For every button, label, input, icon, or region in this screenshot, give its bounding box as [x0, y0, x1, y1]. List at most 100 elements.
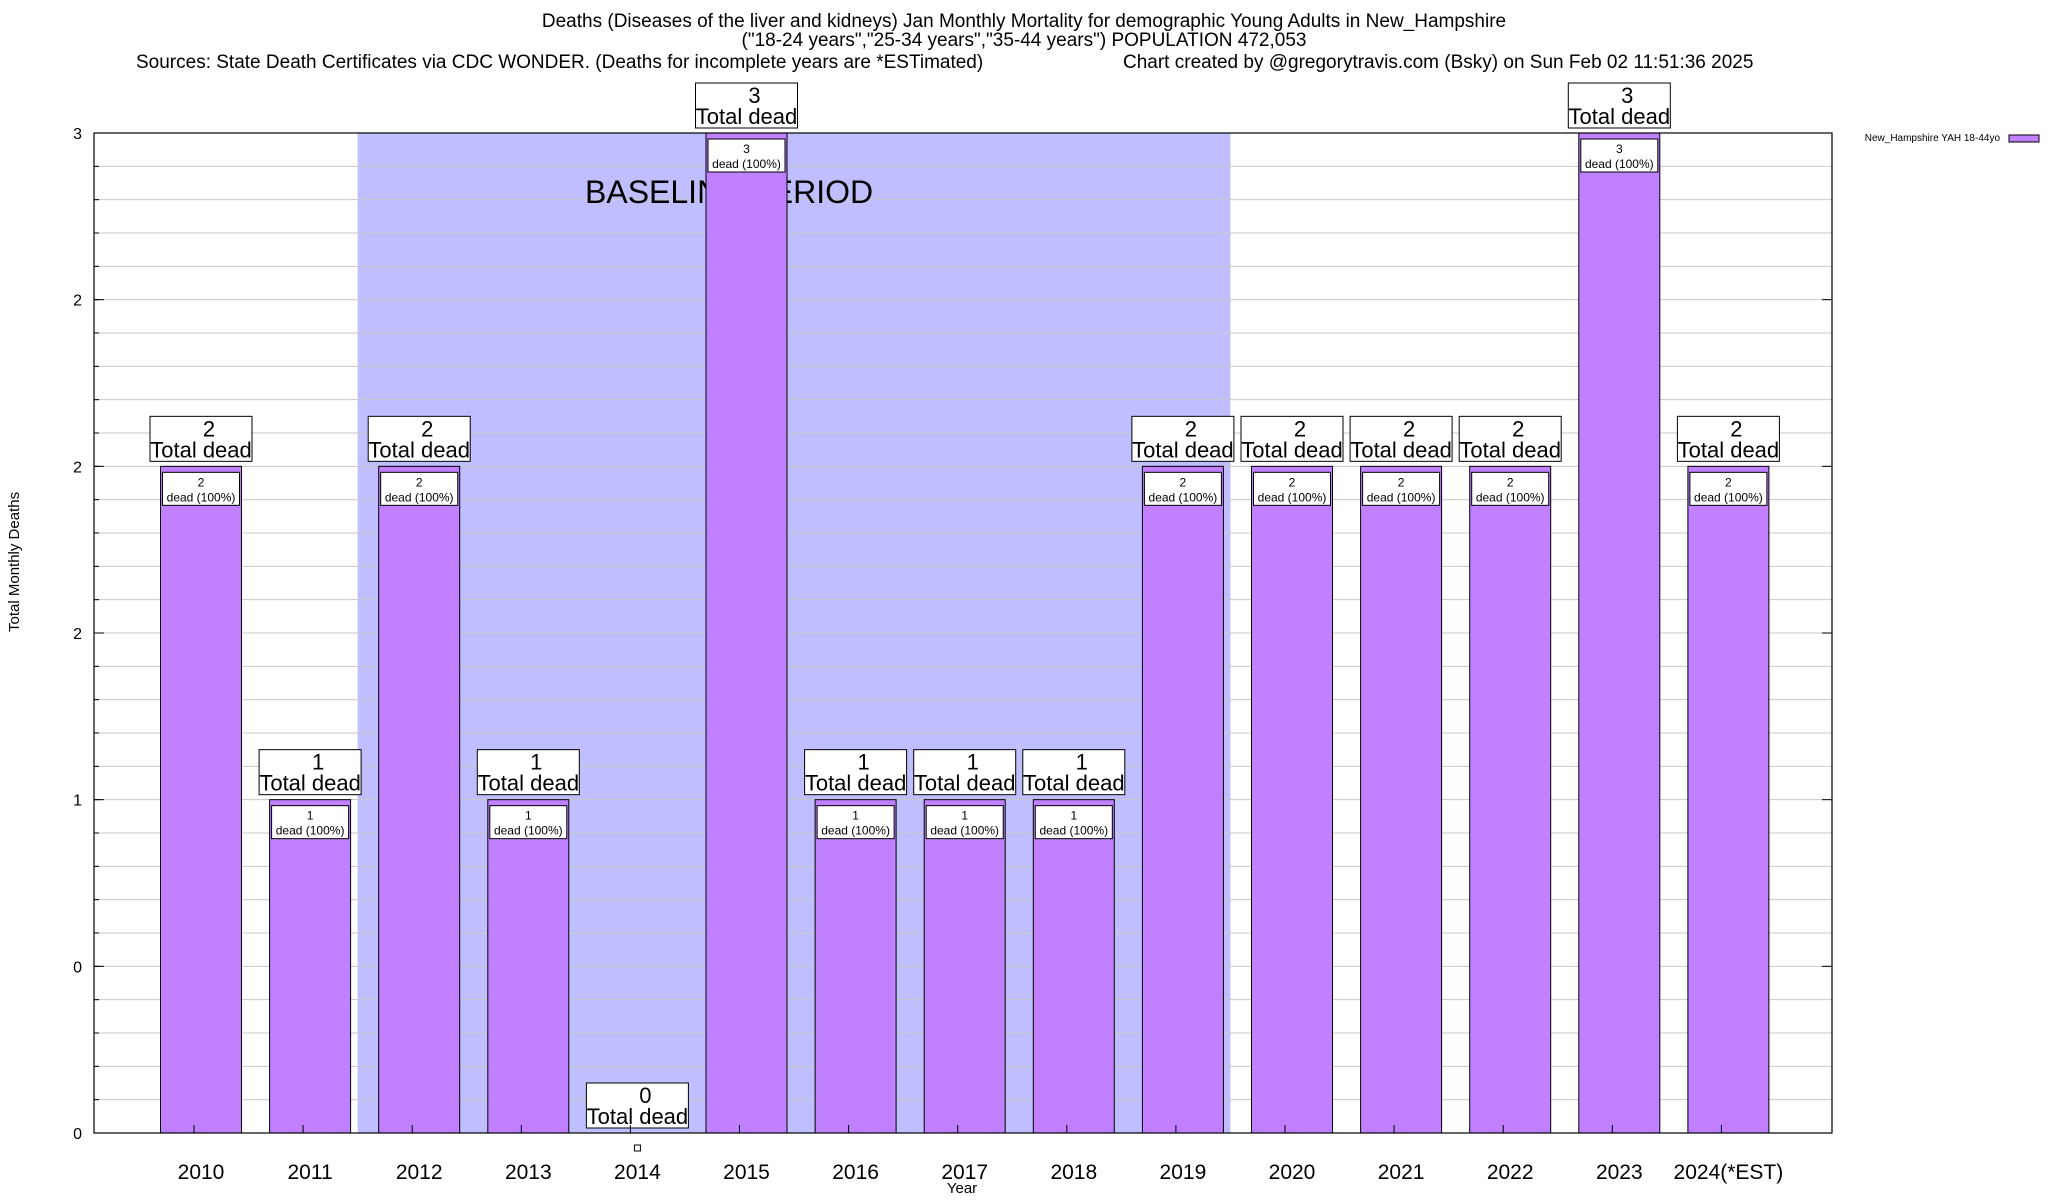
bar-total-value: 1 — [312, 750, 324, 775]
bar-inner-value: 1 — [961, 809, 968, 823]
bar — [160, 465, 242, 1134]
bar — [1578, 132, 1661, 1134]
bar-total-label: Total dead — [1241, 437, 1343, 462]
bar-inner-value: 2 — [198, 475, 205, 489]
bar-total-label: Total dead — [1678, 437, 1780, 462]
bar-total-label-box — [149, 415, 253, 462]
bar-inner-value: 2 — [1725, 475, 1732, 489]
y-axis-label: Total Monthly Deaths — [6, 491, 23, 632]
bar-inner-label: dead (100%) — [1039, 824, 1108, 838]
bar-total-value: 2 — [1294, 416, 1306, 441]
bar-inner-label: dead (100%) — [167, 490, 236, 504]
x-axis-label: Year — [946, 1180, 978, 1197]
bar-inner-label-box — [162, 471, 240, 506]
bar-total-label-box — [695, 82, 798, 129]
x-tick-label: 2024(*EST) — [1674, 1161, 1784, 1184]
bar-inner-value: 2 — [1180, 475, 1187, 489]
y-tick-label: 0 — [73, 959, 82, 976]
bar-total-label-box — [804, 749, 908, 796]
bar-inner-label-box — [925, 805, 1004, 840]
chart-title: Deaths (Diseases of the liver and kidney… — [0, 12, 2048, 50]
bar-inner-value: 3 — [1616, 142, 1623, 156]
bar-inner-value: 2 — [416, 475, 423, 489]
legend-label: New_Hampshire YAH 18-44yo — [1865, 133, 2001, 144]
x-tick-label: 2019 — [1160, 1161, 1207, 1184]
zero-point-marker — [633, 1144, 641, 1152]
bar — [487, 799, 570, 1134]
bar-inner-label-box — [1143, 471, 1222, 506]
bar-total-label: Total dead — [587, 1104, 689, 1129]
bar-total-label-box — [367, 415, 471, 462]
bar-total-label-box — [1567, 82, 1671, 129]
bar — [1360, 465, 1443, 1134]
x-tick-label: 2011 — [288, 1161, 333, 1184]
x-tick-label: 2010 — [178, 1161, 225, 1184]
x-tick-label: 2015 — [723, 1161, 770, 1184]
bar-total-value: 2 — [421, 416, 433, 441]
bar-inner-label-box — [489, 805, 568, 840]
bar-total-value: 1 — [967, 750, 979, 775]
bar-total-label: Total dead — [1350, 437, 1452, 462]
bar-inner-label: dead (100%) — [1258, 490, 1327, 504]
bar — [269, 799, 352, 1134]
bar-total-label: Total dead — [1569, 104, 1671, 129]
title-line-1: Deaths (Diseases of the liver and kidney… — [541, 11, 1507, 32]
sources-text: Sources: State Death Certificates via CD… — [136, 52, 984, 73]
x-tick-label: 2018 — [1050, 1161, 1097, 1184]
bar-total-label-box — [1349, 415, 1453, 462]
y-tick-label: 3 — [73, 126, 82, 143]
x-tick-label: 2013 — [505, 1161, 552, 1184]
plot-frame — [93, 132, 1833, 1134]
bar-total-label-box — [585, 1082, 689, 1129]
x-tick-label: 2016 — [832, 1161, 879, 1184]
bar-total-value: 1 — [530, 750, 542, 775]
y-tick-label: 1 — [73, 793, 82, 810]
bar-inner-value: 3 — [743, 142, 750, 156]
bar-inner-value: 1 — [525, 809, 532, 823]
title-line-2: ("18-24 years","25-34 years","35-44 year… — [741, 30, 1307, 51]
bar — [705, 132, 788, 1134]
bar-inner-label: dead (100%) — [712, 157, 781, 171]
x-tick-label: 2023 — [1596, 1161, 1643, 1184]
bar-inner-label-box — [1580, 138, 1659, 173]
bar-total-value: 3 — [748, 83, 760, 108]
bar-total-label: Total dead — [1132, 437, 1234, 462]
bar-total-label: Total dead — [478, 771, 580, 796]
bar-total-label: Total dead — [914, 771, 1016, 796]
bar-total-label: Total dead — [1459, 437, 1561, 462]
bar-total-value: 1 — [857, 750, 869, 775]
bar-inner-label-box — [380, 471, 459, 506]
bar-inner-label: dead (100%) — [385, 490, 454, 504]
bar-total-label: Total dead — [150, 437, 252, 462]
bar-inner-value: 2 — [1289, 475, 1296, 489]
bar-inner-value: 1 — [307, 809, 314, 823]
bar-total-label-box — [913, 749, 1017, 796]
x-tick-label: 2012 — [396, 1161, 443, 1184]
bar — [378, 465, 461, 1134]
x-tick-label: 2020 — [1269, 1161, 1316, 1184]
bar-total-value: 3 — [1621, 83, 1633, 108]
bar-total-value: 2 — [203, 416, 215, 441]
bar-inner-label: dead (100%) — [930, 824, 999, 838]
bar-inner-label-box — [707, 138, 786, 173]
bar-total-value: 0 — [639, 1083, 651, 1108]
bar-inner-label: dead (100%) — [1476, 490, 1545, 504]
y-tick-label: 0 — [73, 1126, 82, 1143]
bar — [923, 799, 1006, 1134]
bar-inner-value: 1 — [852, 809, 859, 823]
x-tick-label: 2017 — [941, 1161, 988, 1184]
bar-total-value: 2 — [1185, 416, 1197, 441]
bar-inner-label-box — [816, 805, 895, 840]
bar-total-label-box — [258, 749, 362, 796]
bar-inner-label: dead (100%) — [276, 824, 345, 838]
x-tick-label: 2021 — [1378, 1161, 1425, 1184]
bar-inner-label: dead (100%) — [821, 824, 890, 838]
bar — [814, 799, 897, 1134]
bar-total-value: 2 — [1730, 416, 1742, 441]
bar — [1141, 465, 1224, 1134]
bar-total-label: Total dead — [805, 771, 907, 796]
bar — [1251, 465, 1333, 1134]
bar-inner-label-box — [1034, 805, 1113, 840]
bar-total-label: Total dead — [368, 437, 470, 462]
